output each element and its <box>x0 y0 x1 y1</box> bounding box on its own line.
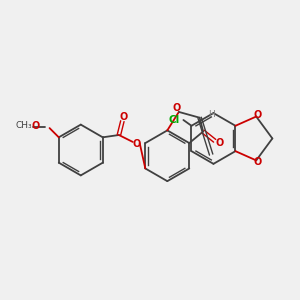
Text: O: O <box>119 112 128 122</box>
Text: Cl: Cl <box>169 115 180 125</box>
Text: O: O <box>215 138 224 148</box>
Text: O: O <box>172 103 181 113</box>
Text: O: O <box>32 121 40 131</box>
Text: O: O <box>253 157 262 166</box>
Text: H: H <box>208 110 214 119</box>
Text: O: O <box>132 139 140 149</box>
Text: CH₃: CH₃ <box>16 121 32 130</box>
Text: O: O <box>253 110 262 120</box>
